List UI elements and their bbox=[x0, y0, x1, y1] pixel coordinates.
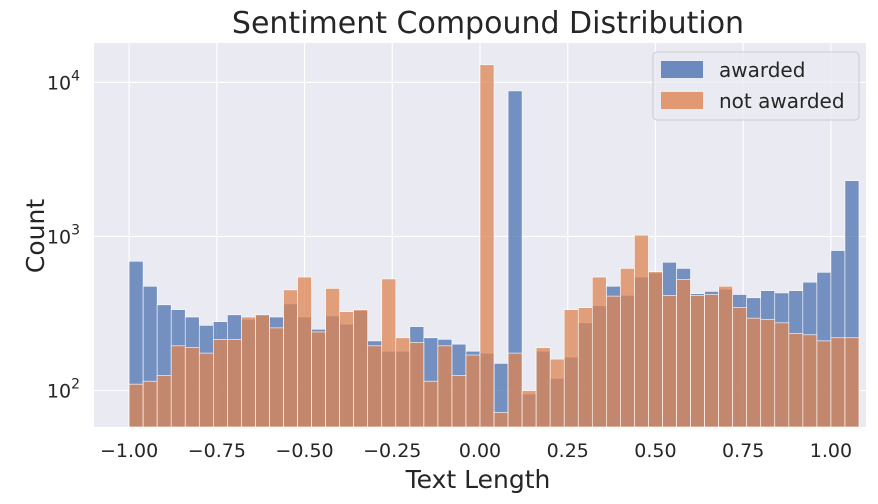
x-tick-label: 0.25 bbox=[547, 440, 589, 462]
chart-title: Sentiment Compound Distribution bbox=[232, 6, 744, 41]
y-tick-label: 102 bbox=[47, 377, 80, 403]
bar bbox=[746, 317, 762, 428]
bar bbox=[493, 412, 509, 428]
bar bbox=[198, 352, 214, 428]
bar bbox=[535, 347, 551, 428]
bar bbox=[718, 285, 733, 428]
bar bbox=[606, 295, 621, 428]
bar bbox=[760, 318, 776, 428]
x-tick-label: 0.75 bbox=[722, 440, 764, 462]
bar bbox=[507, 352, 523, 428]
y-tick-label: 104 bbox=[47, 68, 80, 94]
x-tick-label: 1.00 bbox=[810, 440, 852, 462]
x-tick-label: 0.00 bbox=[459, 440, 501, 462]
bar bbox=[339, 311, 354, 428]
x-axis-ticks: −1.00 −0.75 −0.50 −0.25 0.00 0.25 0.50 0.75 1.00 bbox=[100, 440, 852, 462]
y-tick-label: 103 bbox=[47, 222, 80, 248]
bar bbox=[802, 334, 818, 428]
bar bbox=[549, 358, 565, 428]
bar bbox=[732, 307, 747, 428]
bar bbox=[620, 268, 635, 428]
bar bbox=[437, 345, 453, 428]
bar bbox=[830, 337, 846, 428]
x-tick-label: −0.25 bbox=[363, 440, 421, 462]
bar bbox=[662, 295, 677, 428]
bars bbox=[128, 64, 860, 428]
bar bbox=[255, 314, 270, 428]
bar bbox=[676, 279, 691, 428]
bar bbox=[227, 339, 242, 428]
bar bbox=[297, 276, 312, 428]
bar bbox=[311, 331, 326, 428]
bar bbox=[577, 307, 593, 428]
bar bbox=[156, 375, 172, 428]
bar bbox=[128, 383, 144, 428]
legend-label-not-awarded: not awarded bbox=[719, 89, 845, 113]
bar bbox=[648, 271, 663, 428]
bar bbox=[816, 340, 832, 428]
x-axis-title: Text Length bbox=[405, 465, 551, 494]
bar bbox=[521, 390, 537, 428]
bar bbox=[213, 339, 228, 428]
bar bbox=[325, 288, 340, 428]
bar bbox=[170, 345, 186, 428]
bar bbox=[367, 345, 383, 428]
bar bbox=[563, 309, 579, 428]
legend-box bbox=[652, 51, 860, 121]
bar bbox=[634, 234, 649, 428]
bar bbox=[465, 354, 481, 428]
y-axis-title: Count bbox=[21, 199, 50, 273]
bar bbox=[704, 294, 719, 428]
bar bbox=[844, 337, 860, 428]
x-tick-label: −0.75 bbox=[188, 440, 246, 462]
bar bbox=[479, 64, 495, 428]
legend-swatch-not-awarded bbox=[661, 92, 703, 109]
bar bbox=[142, 380, 158, 428]
bar bbox=[690, 295, 705, 428]
legend: awarded not awarded bbox=[652, 51, 860, 121]
x-tick-label: 0.50 bbox=[634, 440, 676, 462]
legend-label-awarded: awarded bbox=[719, 58, 805, 82]
bar bbox=[283, 289, 298, 428]
x-tick-label: −0.50 bbox=[275, 440, 333, 462]
bar bbox=[184, 347, 200, 428]
legend-swatch-awarded bbox=[661, 61, 703, 78]
bar bbox=[774, 322, 790, 428]
x-tick-label: −1.00 bbox=[100, 440, 158, 462]
bar bbox=[269, 327, 284, 428]
bar bbox=[409, 342, 425, 428]
bar bbox=[381, 278, 397, 428]
bar bbox=[788, 333, 804, 428]
bar bbox=[423, 380, 439, 428]
series-not-awarded bbox=[128, 64, 860, 428]
bar bbox=[395, 337, 411, 428]
bar bbox=[353, 309, 369, 428]
y-axis-ticks: 102 103 104 bbox=[47, 68, 80, 402]
bar bbox=[591, 276, 607, 428]
bar bbox=[451, 375, 467, 428]
bar bbox=[241, 316, 256, 428]
